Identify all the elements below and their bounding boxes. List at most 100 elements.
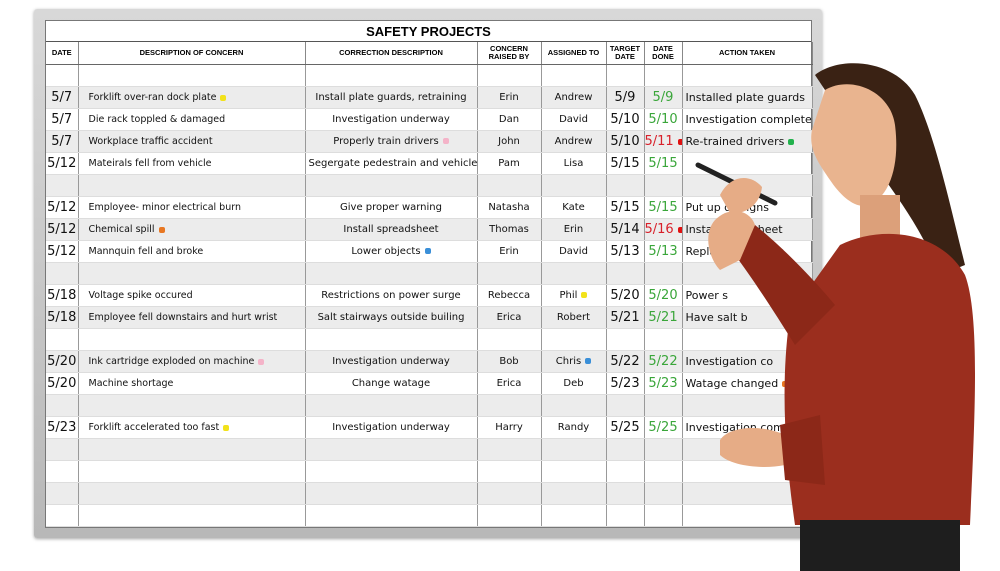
done-text: 5/16 <box>644 222 674 237</box>
done-text: 5/13 <box>648 244 678 259</box>
cell-correction: Change watage <box>305 372 478 395</box>
target-text: 5/14 <box>610 222 640 237</box>
cell-concern <box>78 460 306 483</box>
done-text: 5/9 <box>652 90 674 105</box>
done-text: 5/22 <box>648 354 678 369</box>
concern-text: Forklift accelerated too fast <box>88 422 220 433</box>
cell-correction <box>305 394 478 417</box>
cell-date: 5/12 <box>46 240 79 263</box>
assigned-text: Andrew <box>554 136 593 147</box>
cell-correction <box>305 64 478 87</box>
date-text: 5/18 <box>47 288 77 303</box>
action-text: Have salt b <box>685 311 748 324</box>
cell-correction: Properly train drivers <box>305 130 478 153</box>
cell-concern <box>78 482 306 505</box>
yellow-magnet-icon <box>220 94 227 101</box>
cell-action: Re-trained drivers <box>682 130 813 153</box>
cell-raised-by: Erica <box>477 372 542 395</box>
correction-text: Salt stairways outside builing <box>317 312 465 323</box>
concern-text: Mannquin fell and broke <box>88 246 204 257</box>
date-text: 5/7 <box>51 112 73 127</box>
concern-text: Forklift over-ran dock plate <box>88 92 217 103</box>
cell-raised-by <box>477 438 542 461</box>
cell-date: 5/12 <box>46 152 79 175</box>
red-magnet-icon <box>677 226 681 233</box>
cell-raised-by: Erin <box>477 240 542 263</box>
cell-done: 5/16 <box>644 218 683 241</box>
cell-date: 5/23 <box>46 416 79 439</box>
cell-date <box>46 504 79 527</box>
cell-assigned <box>541 482 607 505</box>
cell-assigned: Erin <box>541 218 607 241</box>
cell-correction: Install plate guards, retraining <box>305 86 478 109</box>
cell-concern: Voltage spike occured <box>78 284 306 307</box>
date-text: 5/12 <box>47 200 77 215</box>
column-header-action-taken: ACTION TAKEN <box>682 42 813 65</box>
cell-action <box>682 64 813 87</box>
date-text: 5/7 <box>51 134 73 149</box>
cell-concern: Mannquin fell and broke <box>78 240 306 263</box>
cell-date: 5/18 <box>46 284 79 307</box>
assigned-text: Deb <box>563 378 584 389</box>
date-text: 5/23 <box>47 420 77 435</box>
cell-action <box>682 482 813 505</box>
cell-date <box>46 262 79 285</box>
cell-done: 5/15 <box>644 152 683 175</box>
cell-target: 5/10 <box>606 108 645 131</box>
correction-text: Investigation underway <box>332 114 450 125</box>
table-row: 5/7 Workplace traffic accident Properly tr… <box>46 130 813 153</box>
assigned-text: Andrew <box>554 92 593 103</box>
cell-date <box>46 328 79 351</box>
correction-text: Properly train drivers <box>333 136 439 147</box>
cell-assigned: Kate <box>541 196 607 219</box>
date-text: 5/12 <box>47 156 77 171</box>
done-text: 5/15 <box>648 156 678 171</box>
cell-done <box>644 64 683 87</box>
target-text: 5/25 <box>610 420 640 435</box>
date-text: 5/7 <box>51 90 73 105</box>
raised-by-text: Erin <box>499 92 519 103</box>
cell-target: 5/13 <box>606 240 645 263</box>
board-title: SAFETY PROJECTS <box>46 21 811 42</box>
cell-concern: Workplace traffic accident <box>78 130 306 153</box>
concern-text: Die rack toppled & damaged <box>88 114 226 125</box>
cell-concern: Employee- minor electrical burn <box>78 196 306 219</box>
action-text: Re-trained drivers <box>685 135 785 148</box>
date-text: 5/20 <box>47 354 77 369</box>
cell-done: 5/10 <box>644 108 683 131</box>
cell-done <box>644 328 683 351</box>
raised-by-text: John <box>498 136 520 147</box>
cell-raised-by: Pam <box>477 152 542 175</box>
concern-text: Employee- minor electrical burn <box>88 202 242 213</box>
table-row <box>46 460 813 483</box>
raised-by-text: Pam <box>498 158 520 169</box>
cell-date <box>46 64 79 87</box>
cell-assigned: David <box>541 108 607 131</box>
correction-text: Investigation underway <box>332 356 450 367</box>
table-row <box>46 262 813 285</box>
action-text: Installed plate guards <box>685 91 805 104</box>
cell-assigned: Lisa <box>541 152 607 175</box>
cell-action <box>682 394 813 417</box>
table-row: 5/12 Employee- minor electrical burn Give … <box>46 196 813 219</box>
cell-concern <box>78 394 306 417</box>
table-row <box>46 328 813 351</box>
cell-correction <box>305 482 478 505</box>
cell-done: 5/15 <box>644 196 683 219</box>
cell-date: 5/12 <box>46 196 79 219</box>
cell-target: 5/23 <box>606 372 645 395</box>
green-magnet-icon <box>788 139 795 145</box>
correction-text: Install plate guards, retraining <box>315 92 467 103</box>
assigned-text: Chris <box>555 356 582 367</box>
cell-correction: Salt stairways outside builing <box>305 306 478 329</box>
cell-raised-by <box>477 394 542 417</box>
cell-assigned: Deb <box>541 372 607 395</box>
raised-by-text: Bob <box>499 356 519 367</box>
table-row: 5/18 Employee fell downstairs and hurt wr… <box>46 306 813 329</box>
cell-target <box>606 482 645 505</box>
done-text: 5/11 <box>644 134 674 149</box>
column-header-date: DATE <box>46 42 79 65</box>
cell-concern: Chemical spill <box>78 218 306 241</box>
done-text: 5/25 <box>648 420 678 435</box>
concern-text: Employee fell downstairs and hurt wrist <box>88 312 278 323</box>
